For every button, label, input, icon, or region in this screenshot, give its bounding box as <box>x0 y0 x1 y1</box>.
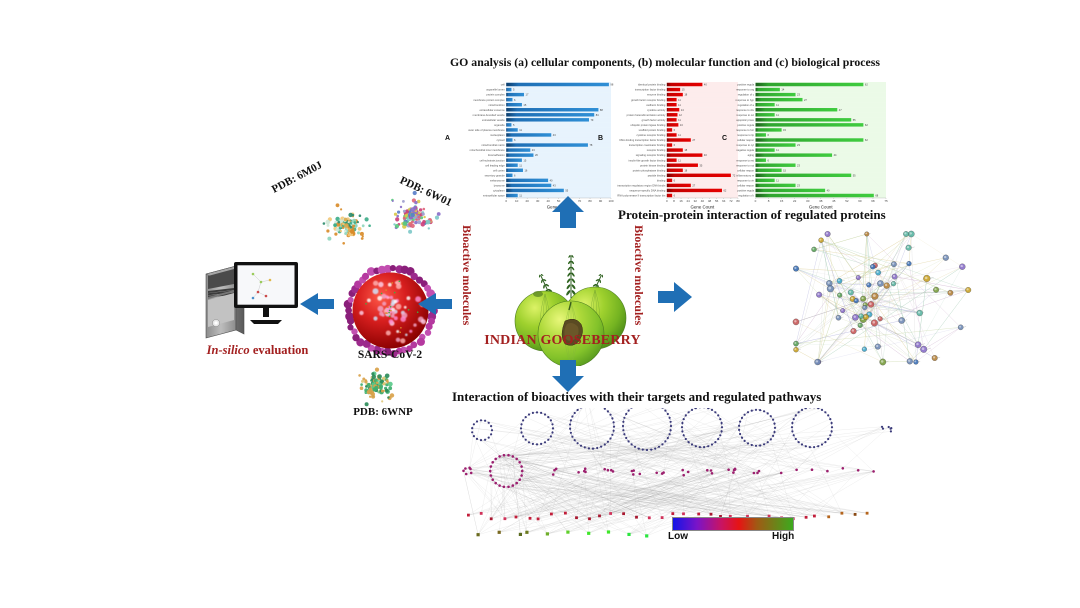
svg-text:cellular respon: cellular respon <box>737 183 754 187</box>
svg-text:protein phosphatase binding: protein phosphatase binding <box>633 168 666 172</box>
svg-text:response to vir: response to vir <box>737 178 754 182</box>
svg-text:transcription coactivator bind: transcription coactivator binding <box>629 143 666 147</box>
svg-text:15: 15 <box>780 199 784 203</box>
svg-text:signaling receptor binding: signaling receptor binding <box>636 153 666 157</box>
svg-text:positive regula: positive regula <box>737 83 754 87</box>
svg-text:cytosol: cytosol <box>497 138 505 142</box>
svg-text:nucleoplasm: nucleoplasm <box>490 133 505 137</box>
svg-text:extracellular exosome: extracellular exosome <box>479 108 505 112</box>
svg-text:cellular respon: cellular respon <box>737 168 754 172</box>
svg-text:membrane protein complex: membrane protein complex <box>473 98 505 102</box>
svg-text:40: 40 <box>546 199 550 203</box>
svg-text:protein kinase binding: protein kinase binding <box>640 163 666 167</box>
svg-text:24: 24 <box>686 199 690 203</box>
svg-text:scaffold protein binding: scaffold protein binding <box>639 128 666 132</box>
svg-text:focal adhesion: focal adhesion <box>488 153 505 157</box>
svg-text:48: 48 <box>708 199 712 203</box>
svg-text:response to oxi: response to oxi <box>736 113 754 117</box>
svg-text:positive regula: positive regula <box>737 189 754 193</box>
svg-text:protein heterodimerization act: protein heterodimerization activity <box>627 113 666 117</box>
svg-text:response to hor: response to hor <box>736 128 754 132</box>
svg-text:response to dru: response to dru <box>736 108 755 112</box>
svg-text:0: 0 <box>755 199 757 203</box>
svg-text:response to lip: response to lip <box>737 133 754 137</box>
svg-text:growth factor activity: growth factor activity <box>642 118 666 122</box>
svg-text:22: 22 <box>793 199 797 203</box>
svg-text:response to cyt: response to cyt <box>736 143 754 147</box>
svg-text:regulation of a: regulation of a <box>738 103 755 107</box>
svg-text:regulation of c: regulation of c <box>738 93 755 97</box>
svg-text:organelle: organelle <box>494 123 505 127</box>
svg-text:inflammatory re: inflammatory re <box>736 173 754 177</box>
svg-text:mitochondrial matrix: mitochondrial matrix <box>481 143 505 147</box>
svg-text:16: 16 <box>679 199 683 203</box>
svg-text:30: 30 <box>536 199 540 203</box>
svg-text:45: 45 <box>832 199 836 203</box>
svg-text:negative regula: negative regula <box>736 148 754 152</box>
svg-text:organelle lumen: organelle lumen <box>486 88 505 92</box>
svg-text:0: 0 <box>666 199 668 203</box>
svg-text:DNA-binding transcription fact: DNA-binding transcription factor binding <box>619 138 665 142</box>
svg-text:growth factor receptor binding: growth factor receptor binding <box>631 98 666 102</box>
svg-text:90: 90 <box>599 199 603 203</box>
svg-text:68: 68 <box>871 199 875 203</box>
svg-text:80: 80 <box>588 199 592 203</box>
svg-text:8: 8 <box>673 199 675 203</box>
svg-text:cytokine receptor binding: cytokine receptor binding <box>636 133 665 137</box>
svg-text:insulin-like growth factor bin: insulin-like growth factor binding <box>628 158 665 162</box>
svg-text:regulation of t: regulation of t <box>738 194 754 198</box>
svg-text:melanosome: melanosome <box>490 178 505 182</box>
svg-text:receptor binding: receptor binding <box>647 148 666 152</box>
svg-text:10: 10 <box>515 199 519 203</box>
svg-text:protein complex: protein complex <box>486 93 505 97</box>
svg-text:sequence-specific DNA binding: sequence-specific DNA binding <box>629 189 665 193</box>
svg-text:apoptotic proce: apoptotic proce <box>736 118 754 122</box>
svg-text:lysosome: lysosome <box>494 183 506 187</box>
svg-text:binding: binding <box>657 178 666 182</box>
svg-text:0: 0 <box>505 199 507 203</box>
svg-text:8: 8 <box>768 199 770 203</box>
svg-text:mitochondrion: mitochondrion <box>488 103 505 107</box>
svg-text:secretory granule: secretory granule <box>485 173 506 177</box>
svg-text:40: 40 <box>701 199 705 203</box>
svg-text:identical protein binding: identical protein binding <box>638 83 666 87</box>
svg-text:response to est: response to est <box>736 158 754 162</box>
svg-text:75: 75 <box>884 199 888 203</box>
svg-text:cell cortex: cell cortex <box>493 168 505 172</box>
svg-text:30: 30 <box>806 199 810 203</box>
svg-text:response to hyp: response to hyp <box>736 98 755 102</box>
svg-text:cytokine activity: cytokine activity <box>647 108 666 112</box>
svg-text:ubiquitin protein ligase bindi: ubiquitin protein ligase binding <box>630 123 665 127</box>
svg-text:60: 60 <box>858 199 862 203</box>
svg-text:transcription factor binding: transcription factor binding <box>635 88 666 92</box>
svg-text:peptide binding: peptide binding <box>648 173 666 177</box>
svg-text:outer side of plasma membrane: outer side of plasma membrane <box>468 128 505 132</box>
svg-text:20: 20 <box>525 199 529 203</box>
svg-text:56: 56 <box>715 199 719 203</box>
svg-text:extracellular vesicle: extracellular vesicle <box>482 118 505 122</box>
svg-text:32: 32 <box>694 199 698 203</box>
svg-text:38: 38 <box>819 199 823 203</box>
svg-text:response to org: response to org <box>736 88 755 92</box>
svg-text:cell leading edge: cell leading edge <box>485 163 505 167</box>
svg-text:cytoplasm: cytoplasm <box>493 189 505 193</box>
svg-text:extracellular space: extracellular space <box>483 194 505 198</box>
svg-text:cell: cell <box>501 83 505 87</box>
svg-text:cellular respon: cellular respon <box>737 138 754 142</box>
svg-text:positive regula: positive regula <box>737 123 754 127</box>
svg-text:mitochondrial inner membrane: mitochondrial inner membrane <box>470 148 506 152</box>
svg-text:52: 52 <box>845 199 849 203</box>
svg-text:aging: aging <box>748 153 755 157</box>
svg-text:cell-substrate junction: cell-substrate junction <box>480 158 506 162</box>
svg-text:RNA polymerase II transcriptio: RNA polymerase II transcription factor b… <box>617 194 665 198</box>
svg-text:membrane-bounded vesicle: membrane-bounded vesicle <box>473 113 506 117</box>
svg-text:cadherin binding: cadherin binding <box>646 103 666 107</box>
svg-text:enzyme binding: enzyme binding <box>647 93 666 97</box>
svg-text:transcription regulatory regio: transcription regulatory region DNA bind… <box>617 183 666 187</box>
svg-text:64: 64 <box>722 199 726 203</box>
svg-text:response to nut: response to nut <box>736 163 754 167</box>
